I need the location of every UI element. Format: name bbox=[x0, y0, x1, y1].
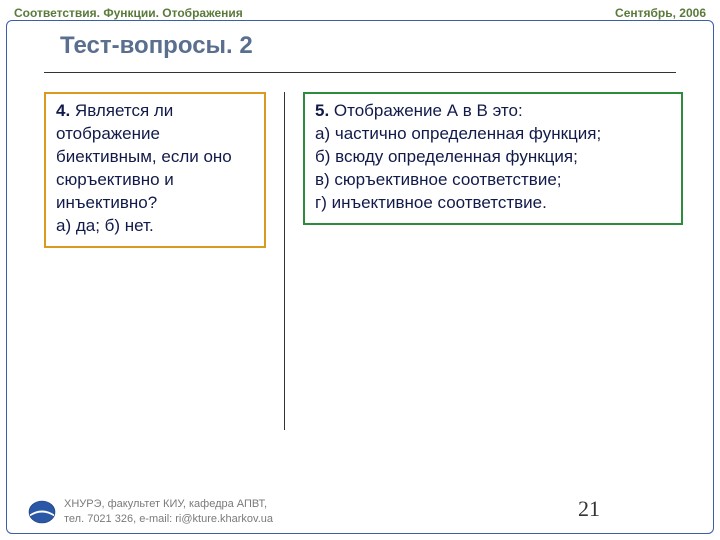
header-left: Соответствия. Функции. Отображения bbox=[14, 6, 243, 20]
question-4-text: Является ли отображение биективным, если… bbox=[56, 101, 232, 212]
question-5-answer-c: в) сюръективное соответствие; bbox=[315, 170, 562, 189]
page-number: 21 bbox=[578, 496, 600, 522]
question-5-answer-a: а) частично определенная функция; bbox=[315, 124, 601, 143]
question-5-answer-b: б) всюду определенная функция; bbox=[315, 147, 578, 166]
header-right: Сентябрь, 2006 bbox=[615, 6, 706, 20]
footer-line-1: ХНУРЭ, факультет КИУ, кафедра АПВТ, bbox=[64, 497, 273, 511]
header-bar: Соответствия. Функции. Отображения Сентя… bbox=[14, 6, 706, 20]
question-5-box: 5. Отображение А в В это: а) частично оп… bbox=[303, 92, 683, 225]
question-4-number: 4. bbox=[56, 101, 70, 120]
question-5-text: Отображение А в В это: bbox=[329, 101, 522, 120]
footer-line-2: тел. 7021 326, e-mail: ri@kture.kharkov.… bbox=[64, 512, 273, 526]
right-column: 5. Отображение А в В это: а) частично оп… bbox=[284, 92, 683, 430]
slide: Соответствия. Функции. Отображения Сентя… bbox=[0, 0, 720, 540]
title-underline bbox=[44, 72, 676, 73]
question-4-box: 4. Является ли отображение биективным, е… bbox=[44, 92, 266, 248]
left-column: 4. Является ли отображение биективным, е… bbox=[44, 92, 284, 430]
question-4-answers: а) да; б) нет. bbox=[56, 216, 154, 235]
logo-icon bbox=[28, 500, 56, 524]
question-5-number: 5. bbox=[315, 101, 329, 120]
footer-text: ХНУРЭ, факультет КИУ, кафедра АПВТ, тел.… bbox=[64, 497, 273, 526]
content-area: 4. Является ли отображение биективным, е… bbox=[44, 92, 676, 430]
question-5-answer-d: г) инъективное соответствие. bbox=[315, 193, 547, 212]
page-title: Тест-вопросы. 2 bbox=[60, 32, 253, 60]
